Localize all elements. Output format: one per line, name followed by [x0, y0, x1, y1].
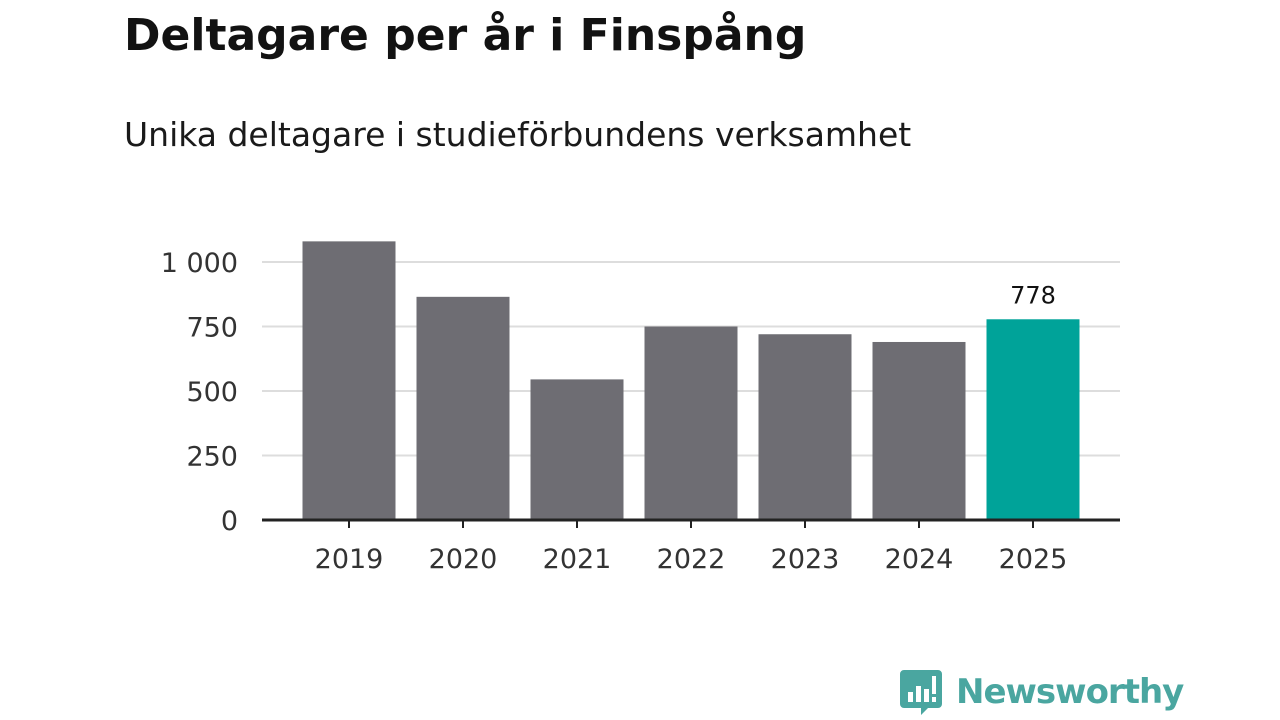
x-tick-label: 2022	[657, 544, 726, 575]
y-tick-label: 250	[186, 442, 238, 473]
y-tick-label: 0	[221, 506, 238, 537]
y-axis-tick-labels: 0 250 500 750 1 000	[161, 248, 238, 537]
bars	[302, 241, 1080, 521]
x-tick-label: 2023	[771, 544, 840, 575]
x-tick-label: 2024	[885, 544, 954, 575]
brand-logo: Newsworthy	[900, 668, 1184, 716]
brand-name: Newsworthy	[956, 672, 1184, 712]
bar-2020	[416, 296, 510, 520]
x-tick-label: 2021	[543, 544, 612, 575]
bar-2024	[872, 341, 966, 520]
bar-chart: 0 250 500 750 1 000 2019 2020 2021 2022 2023 2024…	[161, 241, 1120, 575]
y-tick-label: 500	[186, 377, 238, 408]
bar-2021	[530, 379, 624, 520]
x-axis-tick-labels: 2019 2020 2021 2022 2023 2024 2025	[315, 544, 1068, 575]
x-tick-label: 2025	[999, 544, 1068, 575]
x-tick-label: 2019	[315, 544, 384, 575]
data-labels: 778	[1010, 281, 1056, 309]
newsworthy-logo-icon	[900, 670, 942, 715]
bar-2023	[758, 334, 852, 520]
chart-subtitle: Unika deltagare i studieförbundens verks…	[124, 115, 912, 154]
data-label: 778	[1010, 281, 1056, 309]
bar-2025	[986, 319, 1080, 520]
y-tick-label: 1 000	[161, 248, 238, 279]
chart-title: Deltagare per år i Finspång	[124, 10, 807, 61]
y-tick-label: 750	[186, 313, 238, 344]
bar-2019	[302, 241, 396, 521]
x-axis	[262, 518, 1120, 528]
bar-2022	[644, 326, 738, 520]
x-tick-label: 2020	[429, 544, 498, 575]
